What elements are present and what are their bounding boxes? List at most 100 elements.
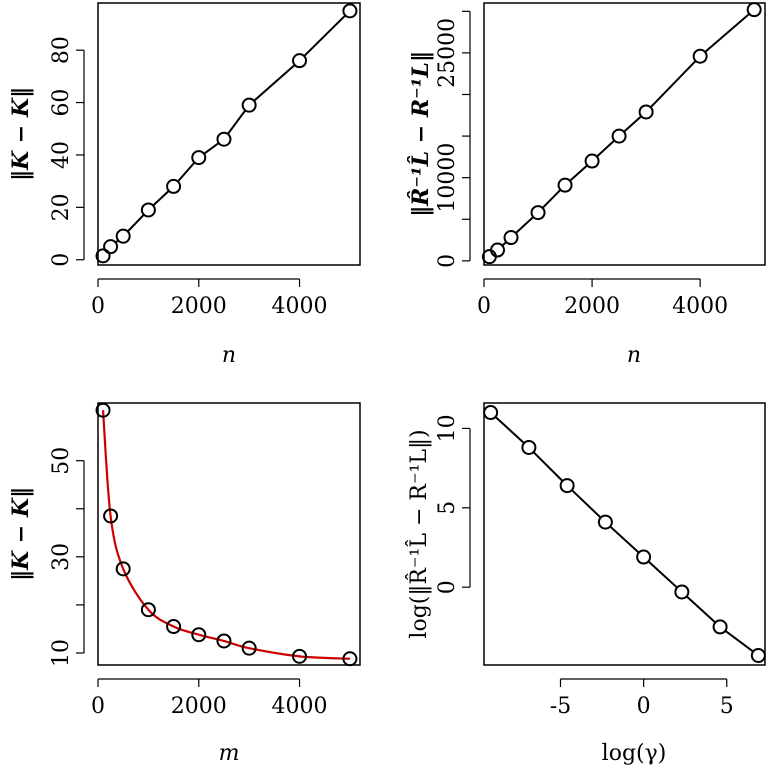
line-segment: [647, 560, 678, 589]
y-axis-label: log(‖R̂⁻¹L̂ − R⁻¹L‖): [406, 429, 432, 638]
y-tick-label: 0: [49, 253, 74, 267]
data-point: [490, 242, 506, 258]
data-point: [521, 439, 537, 455]
y-axis: 0 5 10: [435, 414, 471, 594]
y-axis-label: ‖R̂⁻¹L̂ − R⁻¹L‖: [408, 51, 434, 217]
data-point: [216, 633, 232, 649]
data-points: [483, 405, 766, 663]
data-point: [140, 202, 156, 218]
y-tick-label: 0: [435, 254, 460, 268]
y-tick-label: 40: [49, 141, 74, 169]
data-point: [674, 584, 690, 600]
data-point: [115, 561, 131, 577]
line-segment: [532, 451, 564, 482]
line-segment: [596, 139, 615, 158]
y-axis: 0 20 40 60 80: [49, 36, 85, 267]
data-point: [241, 97, 257, 113]
data-point: [557, 177, 573, 193]
data-points: [481, 2, 762, 265]
data-point: [166, 178, 182, 194]
data-point: [638, 104, 654, 120]
x-axis: 0 2000 4000: [91, 278, 328, 319]
x-tick-label: 0: [91, 294, 105, 319]
line-segment: [177, 161, 196, 183]
y-axis-label: ‖K − K‖: [8, 87, 34, 181]
plot-frame: [483, 402, 766, 666]
y-tick-label: 50: [49, 447, 74, 475]
x-axis: 0 2000 4000: [91, 678, 328, 719]
data-line: [501, 13, 750, 247]
x-tick-label: 5: [720, 694, 734, 719]
x-tick-label: 0: [637, 694, 651, 719]
line-segment: [227, 109, 247, 135]
line-segment: [609, 525, 640, 554]
y-tick-label: 10: [435, 414, 460, 442]
data-point: [692, 48, 708, 64]
y-axis: 10 30 50: [49, 447, 85, 667]
data-line: [494, 416, 754, 653]
data-point: [746, 2, 762, 18]
data-point: [292, 648, 308, 664]
y-tick-label: 20: [49, 193, 74, 221]
x-axis-label: n: [222, 343, 236, 368]
line-segment: [571, 489, 602, 519]
data-point: [95, 248, 111, 264]
x-tick-label: 2000: [564, 294, 620, 319]
line-segment: [494, 416, 525, 444]
y-tick-label: 10: [49, 639, 74, 667]
data-point: [597, 514, 613, 530]
line-segment: [569, 164, 588, 182]
y-axis-label: ‖K − K‖: [8, 487, 34, 581]
panel-top-right: 0 2000 4000 0 10000 25000 n ‖R̂⁻¹L̂ − R⁻¹L‖: [408, 2, 766, 368]
data-point: [342, 3, 358, 19]
data-point: [530, 205, 546, 221]
plot-frame: [483, 2, 766, 266]
data-point: [584, 153, 600, 169]
data-point: [292, 53, 308, 69]
panel-bottom-left: 0 2000 4000 10 30 50 m ‖K − K‖: [8, 402, 361, 766]
line-segment: [649, 60, 697, 108]
y-tick-label: 0: [435, 580, 460, 594]
line-segment: [685, 595, 716, 624]
data-point: [481, 249, 497, 265]
y-axis: 0 10000 25000: [435, 10, 471, 268]
data-point: [140, 602, 156, 618]
data-points: [95, 402, 358, 667]
line-segment: [515, 216, 534, 234]
data-point: [216, 131, 232, 147]
y-tick-label: 80: [49, 36, 74, 64]
x-axis-label: n: [627, 343, 641, 368]
x-tick-label: 0: [477, 294, 491, 319]
line-segment: [152, 190, 170, 207]
x-axis-label: m: [219, 741, 240, 766]
plot-frame: [97, 2, 361, 266]
line-segment: [724, 629, 754, 653]
x-axis: 0 2000 4000: [477, 278, 728, 319]
data-point: [750, 647, 766, 663]
x-axis-label: log(γ): [602, 741, 667, 766]
data-point: [559, 478, 575, 494]
x-tick-label: 4000: [672, 294, 728, 319]
data-point: [95, 402, 111, 418]
fit-curve: [101, 410, 350, 660]
line-segment: [203, 142, 220, 155]
y-tick-label: 5: [435, 501, 460, 515]
data-point: [503, 230, 519, 246]
x-tick-label: 4000: [272, 694, 328, 719]
line-segment: [253, 64, 296, 102]
x-tick-label: 2000: [171, 294, 227, 319]
line-segment: [704, 13, 750, 53]
y-tick-label: 10000: [435, 143, 460, 213]
data-point: [115, 228, 131, 244]
data-point: [611, 128, 627, 144]
data-point: [103, 508, 119, 524]
y-tick-label: 25000: [435, 18, 460, 88]
x-tick-label: 0: [91, 694, 105, 719]
data-point: [191, 627, 207, 643]
data-point: [166, 619, 182, 635]
plot-frame: [97, 402, 361, 666]
data-line: [114, 14, 347, 244]
y-tick-label: 30: [49, 543, 74, 571]
y-tick-label: 60: [49, 89, 74, 117]
data-points: [95, 3, 358, 264]
